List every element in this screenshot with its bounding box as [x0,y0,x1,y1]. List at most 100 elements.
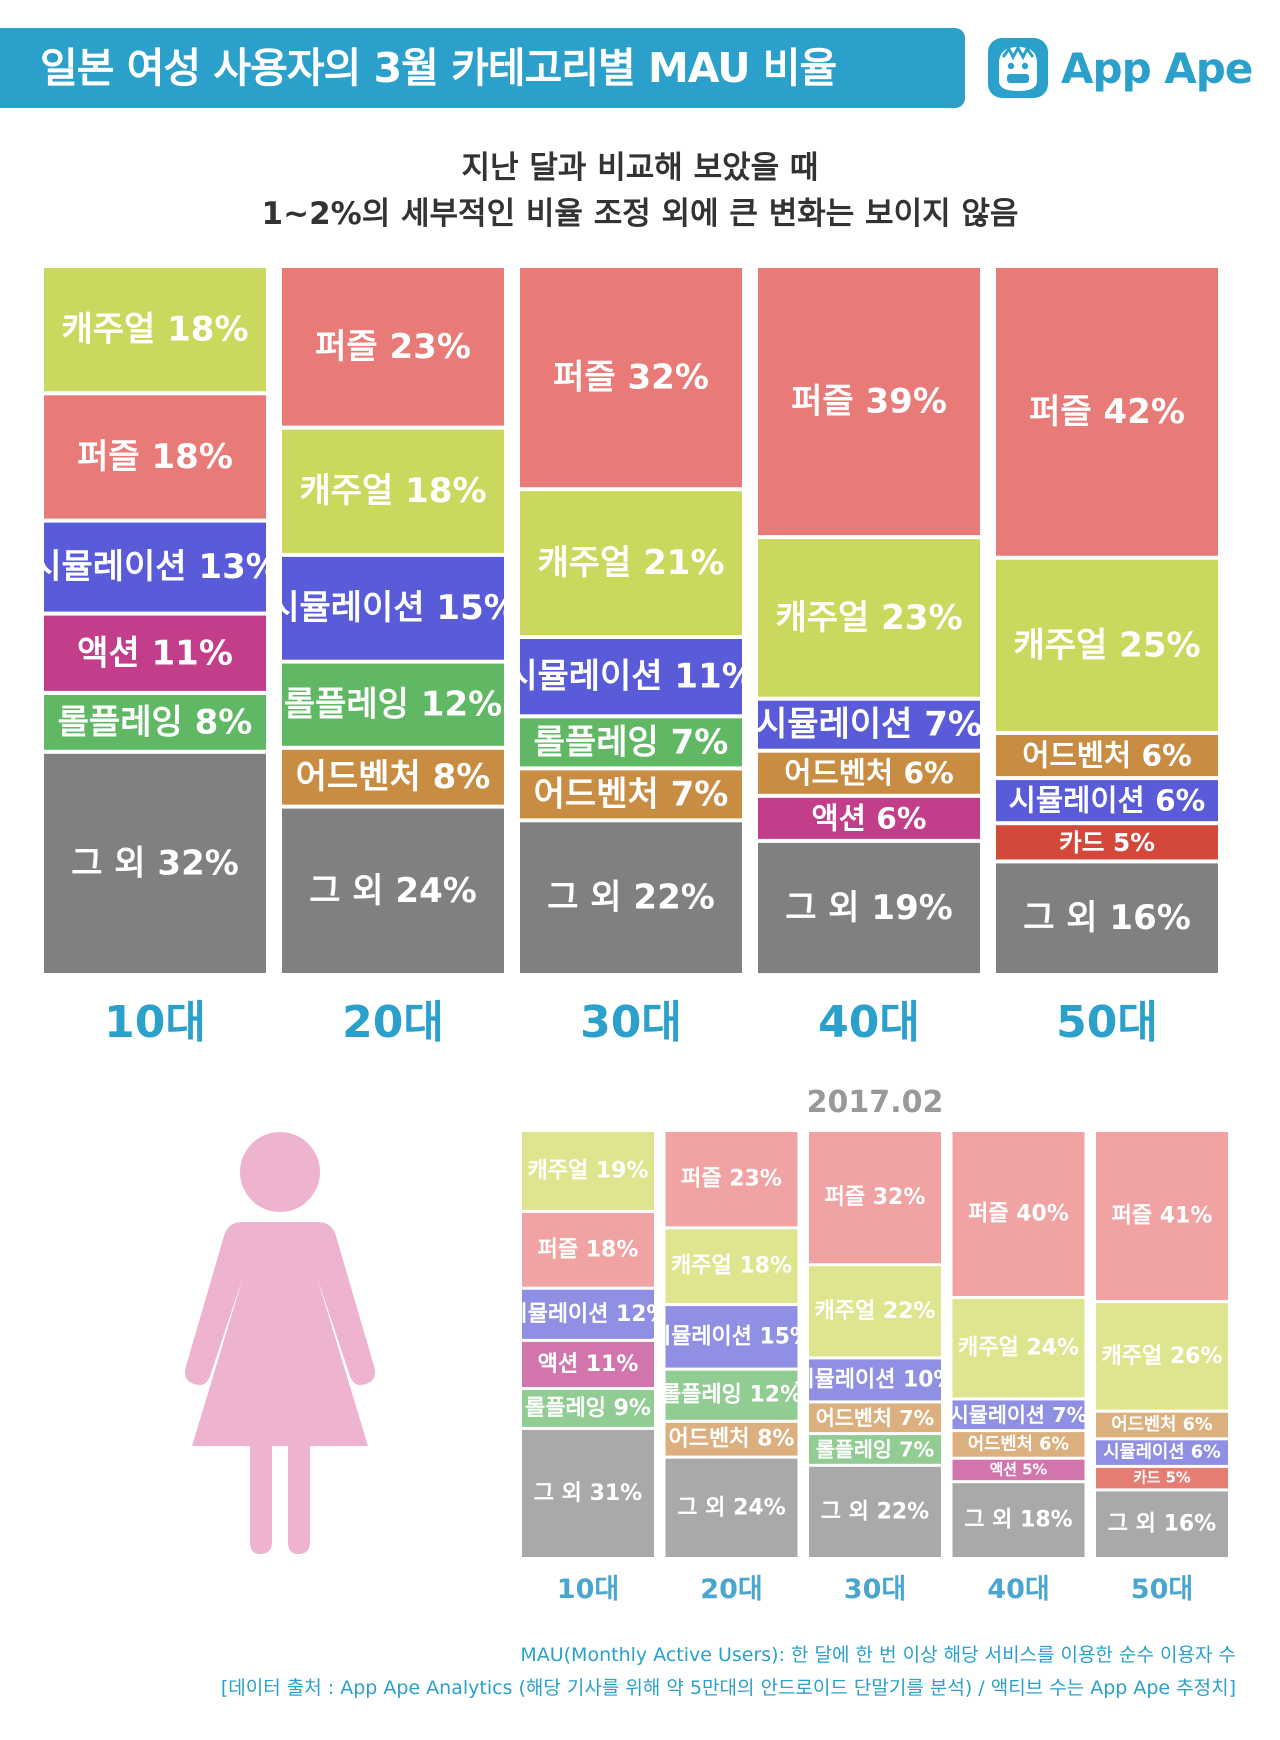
main-bar-4-casual-segment [758,539,980,697]
small-bar-2-roleplaying-label: 롤플레잉 12% [661,1383,802,1408]
small-bar-5-adventure-label: 어드벤처 6% [1111,1414,1213,1435]
main-bar-1-roleplaying-label: 롤플레잉 8% [58,702,253,742]
small-bar-3-simulation-label: 시뮬레이션 10% [795,1367,956,1392]
small-bar-2-simulation-segment [665,1306,798,1368]
small-bar-3-roleplaying-segment [809,1435,941,1464]
small-bar-1-roleplaying-segment [522,1390,654,1427]
small-bar-5-simulation-label: 시뮬레이션 6% [1103,1442,1221,1463]
main-category-label-2: 20대 [342,997,444,1048]
small-bar-2-puzzle-label: 퍼즐 23% [681,1167,782,1192]
small-category-label-1: 10대 [557,1574,619,1605]
main-bar-3-casual-label: 캐주얼 21% [537,543,724,583]
small-bar-5-card-segment [1096,1467,1228,1489]
small-bar-2-adventure-label: 어드벤처 8% [669,1427,795,1452]
main-chart-march: 캐주얼 18% 퍼즐 18% 시뮬레이션 13% 액션 11% 롤플레잉 8% 그 외 3… [30,268,1218,1048]
main-bar-4-action-label: 액션 6% [812,801,927,835]
main-bar-2-other-label: 그 외 24% [309,871,477,911]
main-bar-2-simulation-segment [282,556,504,660]
small-bar-2-adventure-segment [665,1422,798,1456]
small-bar-5-casual-segment [1096,1303,1228,1410]
small-bar-3-simulation-segment [809,1359,941,1401]
small-category-label-5: 50대 [1131,1574,1193,1605]
small-bar-1-simulation-label: 시뮬레이션 12% [508,1302,669,1327]
main-bar-4-other-label: 그 외 19% [785,888,953,928]
main-bar-1-casual-label: 캐주얼 18% [61,310,248,350]
small-bar-5-other-segment [1096,1491,1228,1557]
small-bar-3-other-segment [809,1466,941,1557]
main-bar-5-simulation-label: 시뮬레이션 6% [1009,784,1206,818]
small-bar-1-casual-segment [522,1132,654,1210]
small-category-label-2: 20대 [700,1574,762,1605]
small-bar-3-casual-label: 캐주얼 22% [814,1299,935,1324]
small-bar-3-puzzle-label: 퍼즐 32% [825,1185,926,1210]
main-bar-3-casual-segment [520,491,742,635]
mau-definition-note: MAU(Monthly Active Users): 한 달에 한 번 이상 해… [520,1644,1236,1666]
woman-icon [185,1132,375,1554]
main-bar-1-puzzle-label: 퍼즐 18% [77,437,233,477]
main-bar-4-simulation-label: 시뮬레이션 7% [756,705,982,745]
subtitle-line-1: 지난 달과 비교해 보았을 때 [461,150,819,186]
main-bar-5-casual-segment [996,559,1218,731]
small-category-label-4: 40대 [987,1574,1049,1605]
main-bar-5-casual-label: 캐주얼 25% [1013,625,1200,665]
small-bar-2-casual-segment [665,1229,798,1304]
main-bar-1-other-segment [44,753,266,973]
main-bar-1-action-segment [44,615,266,691]
small-bar-1-other-label: 그 외 31% [534,1481,642,1506]
main-bar-1-other-label: 그 외 32% [71,843,239,883]
small-bar-4-puzzle-label: 퍼즐 40% [968,1202,1069,1227]
small-bar-5-other-label: 그 외 16% [1108,1512,1216,1537]
small-bar-4-puzzle-segment [952,1132,1085,1296]
small-chart-february: 캐주얼 19% 퍼즐 18% 시뮬레이션 12% 액션 11% 롤플레잉 9% 그 외 3… [508,1132,1228,1605]
subtitle-line-2: 1~2%의 세부적인 비율 조정 외에 큰 변화는 보이지 않음 [261,196,1019,232]
small-bar-1-simulation-segment [522,1289,654,1339]
page-title: 일본 여성 사용자의 3월 카테고리별 MAU 비율 [0,28,965,108]
small-bar-1-action-segment [522,1341,654,1387]
small-bar-2-other-segment [665,1458,798,1557]
small-bar-5-puzzle-segment [1096,1132,1228,1301]
main-bar-1-puzzle-segment [44,395,266,519]
small-bar-4-simulation-segment [952,1400,1085,1430]
small-bar-4-casual-segment [952,1299,1085,1398]
main-bar-2-simulation-label: 시뮬레이션 15% [268,588,518,628]
main-bar-3-simulation-label: 시뮬레이션 11% [506,657,756,697]
small-bar-2-casual-label: 캐주얼 18% [671,1254,792,1279]
main-bar-5-adventure-label: 어드벤처 6% [1022,739,1191,773]
main-bar-1-simulation-label: 시뮬레이션 13% [30,547,280,587]
small-bar-1-roleplaying-label: 롤플레잉 9% [525,1396,651,1421]
small-bar-2-other-label: 그 외 24% [677,1495,785,1520]
main-bar-4-other-segment [758,842,980,974]
main-bar-2-roleplaying-segment [282,663,504,746]
main-bar-2-other-segment [282,808,504,973]
main-bar-3-puzzle-segment [520,268,742,488]
main-bar-5-puzzle-label: 퍼즐 42% [1029,392,1185,432]
small-bar-1-casual-label: 캐주얼 19% [527,1159,648,1184]
main-bar-3-adventure-segment [520,770,742,819]
subtitle: 지난 달과 비교해 보았을 때 1~2%의 세부적인 비율 조정 외에 큰 변화… [0,145,1280,237]
small-bar-1-puzzle-segment [522,1212,654,1287]
main-bar-2-casual-label: 캐주얼 18% [299,471,486,511]
logo-text: App Ape [1061,43,1253,93]
main-category-label-3: 30대 [580,997,682,1048]
main-bar-5-puzzle-segment [996,268,1218,556]
small-bar-4-adventure-segment [952,1432,1085,1457]
main-category-label-4: 40대 [818,997,920,1048]
small-bar-3-casual-segment [809,1266,941,1357]
small-bar-4-casual-label: 캐주얼 24% [958,1336,1079,1361]
small-bar-1-puzzle-label: 퍼즐 18% [538,1237,639,1262]
main-bar-2-roleplaying-label: 롤플레잉 12% [284,685,502,725]
main-bar-4-puzzle-segment [758,268,980,536]
app-ape-logo: App Ape [985,28,1253,108]
small-bar-4-adventure-label: 어드벤처 6% [968,1433,1070,1454]
small-bar-3-adventure-label: 어드벤처 7% [816,1406,935,1430]
main-category-label-1: 10대 [104,997,206,1048]
small-bar-5-casual-label: 캐주얼 26% [1101,1344,1222,1369]
main-bar-5-card-label: 카드 5% [1059,828,1155,857]
small-bar-4-action-segment [952,1459,1085,1481]
main-bar-2-adventure-label: 어드벤처 8% [296,757,491,797]
main-bar-5-other-label: 그 외 16% [1023,898,1191,938]
main-bar-1-simulation-segment [44,522,266,612]
small-bar-4-action-label: 액션 5% [990,1461,1048,1479]
main-bar-2-adventure-segment [282,749,504,805]
small-bar-4-other-segment [952,1483,1085,1557]
